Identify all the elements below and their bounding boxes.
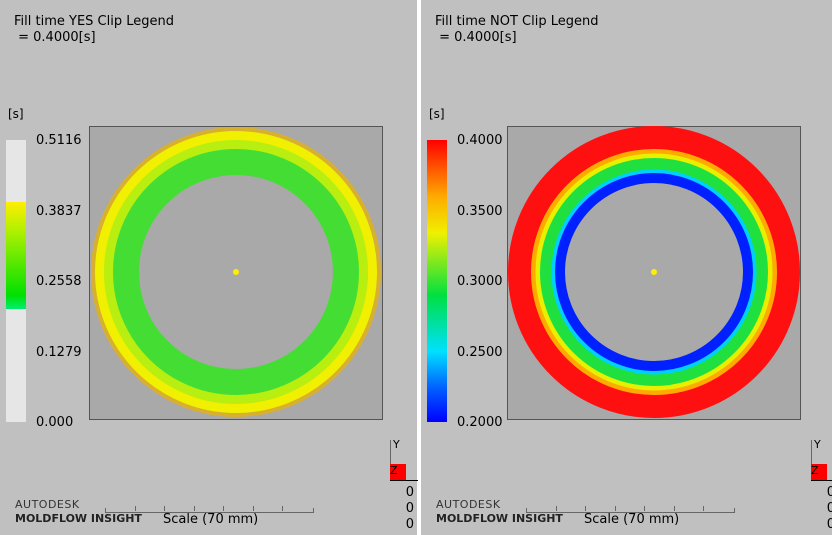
legend-unit: [s] [429,107,445,121]
scale-label: Scale (70 mm) [584,512,680,527]
result-title: Fill time YES Clip Legend = 0.4000[s] [14,14,174,45]
moldflow-logo: MOLDFLOW INSIGHT [15,512,142,525]
legend-tick: 0.3837 [36,204,82,219]
color-legend-bar [6,140,26,422]
scale-label: Scale (70 mm) [163,512,259,527]
right-viewport[interactable]: Fill time NOT Clip Legend = 0.4000[s] [s… [421,0,832,535]
axis-triad: Y Z [811,438,832,484]
legend-unit: [s] [8,107,24,121]
color-legend-bar [427,140,447,422]
axis-triad: Y Z [390,438,418,484]
legend-tick: 0.1279 [36,345,82,360]
legend-tick: 0.000 [36,415,74,430]
left-viewport[interactable]: Fill time YES Clip Legend = 0.4000[s] [s… [0,0,418,535]
ring-part [508,126,800,418]
ring-part [91,127,381,417]
scale-bar [526,506,735,513]
scale-bar [105,506,314,513]
legend-tick: 0.3000 [457,274,503,289]
legend-tick: 0.4000 [457,133,503,148]
result-title: Fill time NOT Clip Legend = 0.4000[s] [435,14,599,45]
autodesk-logo: AUTODESK [15,498,80,511]
moldflow-logo: MOLDFLOW INSIGHT [436,512,563,525]
legend-tick: 0.2500 [457,345,503,360]
legend-tick: 0.2558 [36,274,82,289]
autodesk-logo: AUTODESK [436,498,501,511]
legend-tick: 0.2000 [457,415,503,430]
model-view[interactable] [507,126,801,420]
legend-tick: 0.3500 [457,204,503,219]
legend-tick: 0.5116 [36,133,82,148]
model-view[interactable] [89,126,383,420]
